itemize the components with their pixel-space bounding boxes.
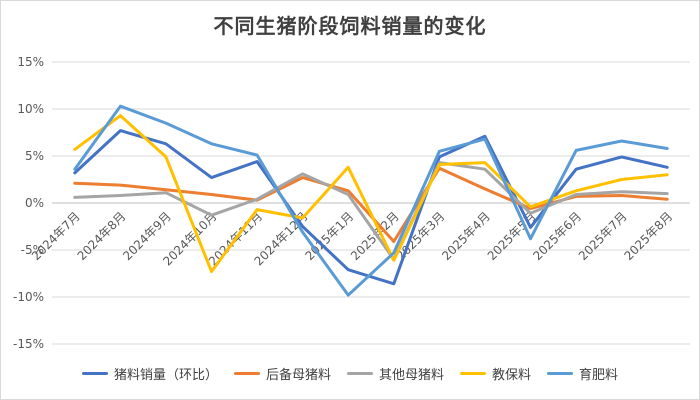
series-line: [73, 114, 669, 274]
x-tick-label: 2025年8月: [621, 209, 675, 263]
series-line: [73, 161, 669, 261]
legend-swatch: [233, 372, 260, 375]
legend-item: 育肥料: [547, 364, 618, 383]
y-tick-label: -5%: [21, 243, 44, 257]
y-tick-label: 5%: [25, 149, 44, 163]
legend-swatch: [81, 372, 108, 375]
x-tick-label: 2025年7月: [576, 209, 630, 263]
x-tick-label: 2025年2月: [348, 209, 402, 263]
x-tick-label: 2024年7月: [29, 209, 83, 263]
y-tick-label: -10%: [13, 290, 44, 304]
legend-swatch: [346, 372, 373, 375]
y-tick-label: 10%: [17, 102, 44, 116]
legend-swatch: [547, 372, 574, 375]
legend-label: 其他母猪料: [378, 368, 444, 383]
chart-title: 不同生猪阶段饲料销量的变化: [213, 14, 487, 38]
legend-swatch: [460, 372, 486, 375]
x-tick-label: 2024年8月: [75, 209, 129, 263]
y-tick-label: 0%: [25, 196, 44, 210]
legend-item: 其他母猪料: [346, 364, 444, 383]
series-line: [73, 129, 669, 286]
legend-item: 猪料销量（环比）: [81, 364, 218, 383]
legend-label: 教保料: [492, 368, 532, 383]
y-tick-label: -15%: [13, 337, 44, 351]
chart-legend: 猪料销量（环比） 后备母猪料 其他母猪料 教保料 育肥料: [0, 364, 700, 383]
legend-item: 后备母猪料: [233, 364, 331, 383]
series-line: [73, 104, 669, 297]
legend-label: 猪料销量（环比）: [113, 368, 218, 383]
x-tick-label: 2025年4月: [439, 209, 493, 263]
y-tick-label: 15%: [17, 55, 44, 69]
legend-label: 后备母猪料: [265, 368, 331, 383]
legend-item: 教保料: [460, 364, 531, 383]
x-tick-label: 2025年1月: [302, 209, 356, 263]
legend-label: 育肥料: [579, 368, 619, 383]
